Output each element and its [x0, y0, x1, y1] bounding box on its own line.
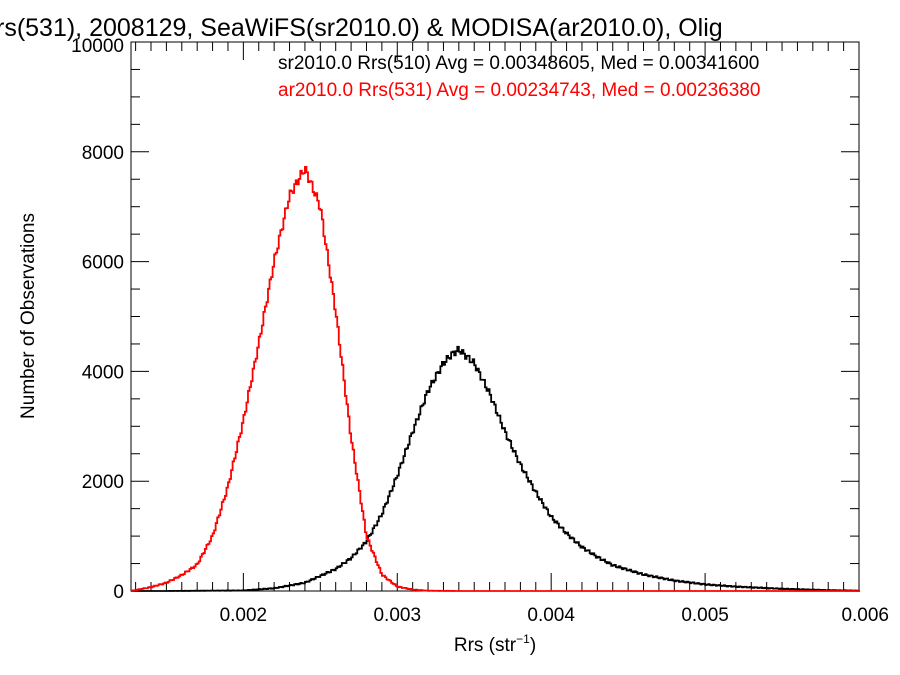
x-axis-label: Rrs (str−1) — [454, 632, 536, 656]
legend-entry-sr2010: sr2010.0 Rrs(510) Avg = 0.00348605, Med … — [278, 53, 759, 74]
x-tick-label: 0.004 — [527, 605, 575, 626]
series-line-sr2010 — [131, 345, 860, 592]
y-tick-label: 4000 — [82, 362, 124, 383]
x-axis-label-superscript: −1 — [516, 632, 530, 646]
y-tick-label: 0 — [113, 582, 124, 603]
y-axis: 0 2000 4000 6000 8000 10000 — [71, 36, 859, 603]
x-tick-label: 0.003 — [373, 605, 421, 626]
x-axis-label-tail: ) — [530, 635, 536, 656]
y-tick-label: 2000 — [82, 472, 124, 493]
series-line-ar2010 — [131, 166, 859, 592]
plot-frame — [130, 41, 860, 592]
chart-title: rs(531), 2008129, SeaWiFS(sr2010.0) & MO… — [0, 14, 723, 42]
y-tick-label: 6000 — [82, 253, 124, 274]
y-tick-label: 10000 — [71, 36, 124, 57]
x-axis: 0.002 0.003 0.004 0.005 0.006 — [135, 42, 889, 626]
x-tick-label: 0.006 — [841, 605, 889, 626]
y-axis-label: Number of Observations — [18, 213, 39, 419]
x-axis-label-main: Rrs (str — [454, 635, 517, 656]
y-tick-label: 8000 — [82, 143, 124, 164]
legend-entry-ar2010: ar2010.0 Rrs(531) Avg = 0.00234743, Med … — [278, 80, 760, 101]
x-tick-label: 0.002 — [220, 605, 268, 626]
series-group — [131, 166, 860, 592]
x-tick-label: 0.005 — [681, 605, 729, 626]
